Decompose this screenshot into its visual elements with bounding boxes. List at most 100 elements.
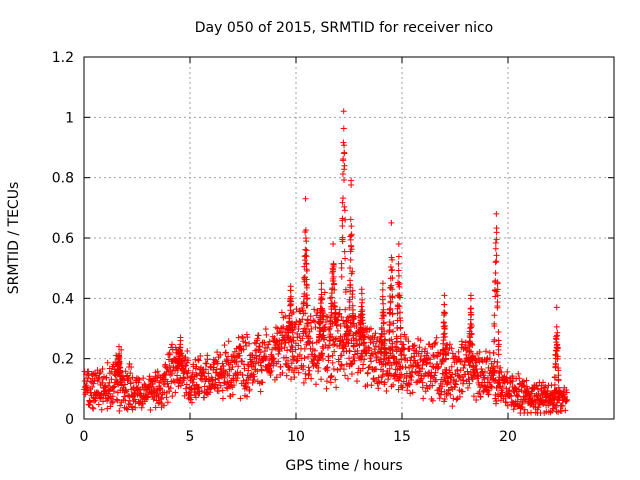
data-point: [246, 386, 253, 393]
data-point: [85, 368, 92, 375]
data-point: [289, 344, 296, 351]
data-point: [456, 372, 463, 379]
data-point: [329, 277, 336, 284]
y-tick-label: 0.6: [52, 231, 74, 247]
data-point: [344, 375, 351, 382]
data-point: [493, 229, 500, 236]
data-point: [359, 307, 366, 314]
data-point: [382, 336, 389, 343]
data-point: [490, 368, 497, 375]
data-point: [303, 253, 310, 260]
data-point: [378, 333, 385, 340]
data-point: [340, 195, 347, 202]
data-point: [441, 310, 448, 317]
data-point: [212, 357, 219, 364]
data-point: [395, 260, 402, 267]
data-point: [338, 273, 345, 280]
data-point: [181, 375, 188, 382]
data-point: [553, 323, 560, 330]
data-point: [439, 383, 446, 390]
data-point: [292, 346, 299, 353]
data-point: [304, 302, 311, 309]
data-point: [342, 216, 349, 223]
data-point: [263, 353, 270, 360]
data-point: [195, 383, 202, 390]
data-point: [154, 368, 161, 375]
data-point: [243, 384, 250, 391]
data-point: [342, 372, 349, 379]
data-point: [357, 330, 364, 337]
data-point: [347, 324, 354, 331]
data-point: [396, 293, 403, 300]
data-point: [301, 355, 308, 362]
data-point: [179, 379, 186, 386]
y-tick-label: 1: [65, 110, 74, 126]
data-point: [85, 372, 92, 379]
data-point: [449, 350, 456, 357]
data-point: [387, 299, 394, 306]
data-point: [273, 338, 280, 345]
data-point: [298, 355, 305, 362]
data-point: [344, 314, 351, 321]
data-point: [90, 380, 97, 387]
data-point: [486, 379, 493, 386]
data-point: [432, 339, 439, 346]
data-point: [340, 366, 347, 373]
data-point: [230, 382, 237, 389]
data-point: [166, 362, 173, 369]
data-point: [316, 336, 323, 343]
data-point: [126, 360, 133, 367]
data-point: [233, 377, 240, 384]
data-point: [481, 375, 488, 382]
data-point: [339, 223, 346, 230]
data-point: [360, 329, 367, 336]
data-point: [99, 379, 106, 386]
data-point: [564, 396, 571, 403]
data-point: [280, 323, 287, 330]
data-point: [493, 397, 500, 404]
data-point: [271, 335, 278, 342]
data-point: [303, 238, 310, 245]
x-tick-label: 10: [287, 429, 305, 445]
data-point: [410, 343, 417, 350]
data-point: [440, 309, 447, 316]
data-point: [447, 391, 454, 398]
data-point: [282, 313, 289, 320]
data-point: [563, 389, 570, 396]
data-point: [245, 367, 252, 374]
data-point: [291, 354, 298, 361]
data-point: [302, 227, 309, 234]
data-point: [466, 362, 473, 369]
data-point: [105, 383, 112, 390]
data-point: [433, 376, 440, 383]
data-point: [340, 125, 347, 132]
data-point: [316, 325, 323, 332]
data-point: [217, 382, 224, 389]
data-point: [311, 318, 318, 325]
data-point: [189, 369, 196, 376]
data-point: [82, 383, 89, 390]
data-point: [267, 371, 274, 378]
data-point: [346, 348, 353, 355]
data-point: [317, 296, 324, 303]
data-point: [554, 347, 561, 354]
data-point: [123, 388, 130, 395]
data-point: [493, 258, 500, 265]
data-point: [485, 387, 492, 394]
data-point: [242, 339, 249, 346]
data-point: [305, 333, 312, 340]
data-point: [551, 381, 558, 388]
data-point: [533, 382, 540, 389]
data-point: [349, 294, 356, 301]
data-point: [388, 219, 395, 226]
data-point: [270, 362, 277, 369]
data-point: [426, 384, 433, 391]
data-point: [350, 312, 357, 319]
data-point: [135, 379, 142, 386]
data-point: [95, 401, 102, 408]
data-point: [433, 352, 440, 359]
data-point: [204, 356, 211, 363]
data-point: [553, 304, 560, 311]
data-point: [361, 348, 368, 355]
data-point: [496, 374, 503, 381]
